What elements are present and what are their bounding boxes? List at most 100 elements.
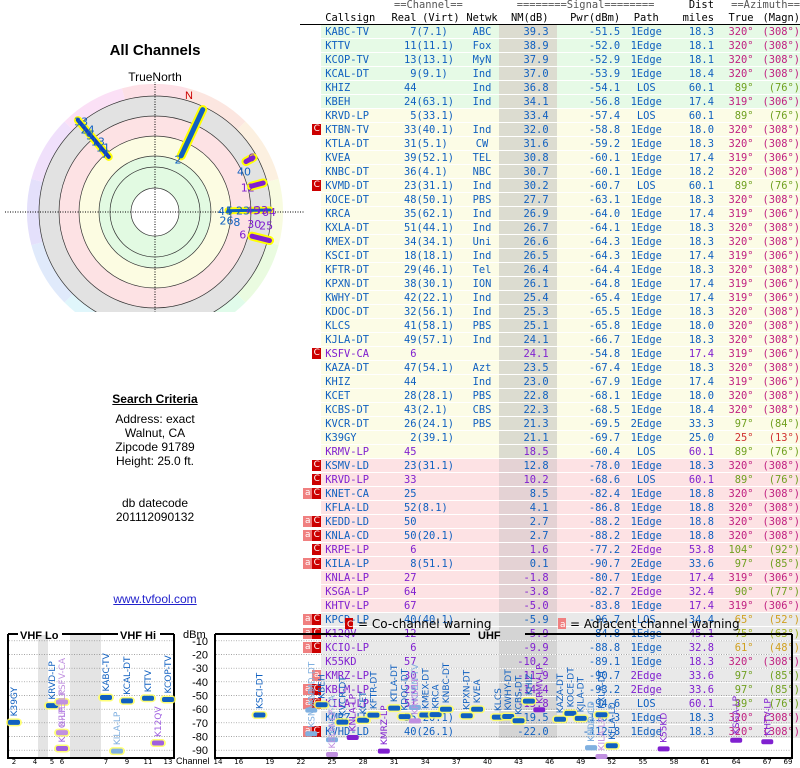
callsign[interactable]: KPXN-DT	[321, 276, 392, 291]
callsign[interactable]: KRPE-LP	[321, 542, 392, 557]
table-row[interactable]: KRCA 35 (62.1) Ind 26.9 -64.0 1Edge 17.4 319° (30…	[300, 206, 800, 221]
callsign[interactable]: KCIO-LP	[321, 640, 392, 655]
table-row[interactable]: KNLA-LP 27 -1.8 -80.7 1Edge 17.4 319° (306°)	[300, 570, 800, 585]
callsign[interactable]: KPCD-LP	[321, 612, 392, 627]
callsign[interactable]: KHTV-LP	[321, 598, 392, 613]
callsign[interactable]: KVEA	[321, 150, 392, 165]
callsign[interactable]: KWHY-DT	[321, 290, 392, 305]
table-row[interactable]: KCOP-TV 13 (13.1) MyN 37.9 -52.9 1Edge 18.1 320°…	[300, 52, 800, 67]
col-real[interactable]: Real	[391, 11, 417, 25]
table-row[interactable]: a C KNLA-CD 50 (20.1) 2.7 -88.2 1Edge 18.8 320° (3…	[300, 528, 800, 543]
table-row[interactable]: KHIZ 44 Ind 23.0 -67.9 1Edge 17.4 319° (306°)	[300, 374, 800, 389]
table-row[interactable]: KCBS-DT 43 (2.1) CBS 22.3 -68.5 1Edge 18.4 320°(…	[300, 402, 800, 417]
table-row[interactable]: KSCI-DT 18 (18.1) Ind 26.5 -64.3 1Edge 17.4 319°…	[300, 248, 800, 263]
callsign[interactable]: KVMD-DT	[321, 178, 392, 193]
table-row[interactable]: KOCE-DT 48 (50.1) PBS 27.7 -63.1 1Edge 18.3 320°…	[300, 192, 800, 207]
table-row[interactable]: KFTR-DT 29 (46.1) Tel 26.4 -64.4 1Edge 18.3 320°…	[300, 262, 800, 277]
callsign[interactable]: KOCE-DT	[321, 192, 392, 207]
callsign[interactable]: KJLA-DT	[321, 332, 392, 347]
table-row[interactable]: a C KILA-LP 8 (51.1) 0.1 -90.7 2Edge 33.6 97° (85°…	[300, 556, 800, 571]
callsign[interactable]: KEDD-LD	[321, 514, 392, 529]
callsign[interactable]: KDOC-DT	[321, 304, 392, 319]
table-row[interactable]: KLCS 41 (58.1) PBS 25.1 -65.8 1Edge 18.0 320° (30…	[300, 318, 800, 333]
table-row[interactable]: KBEH 24 (63.1) Ind 34.1 -56.8 1Edge 17.4 319° (30…	[300, 94, 800, 109]
callsign[interactable]: KCET	[321, 388, 392, 403]
callsign[interactable]: KSMV-LD	[321, 458, 392, 473]
col-true[interactable]: True	[713, 11, 754, 25]
table-row[interactable]: KHIZ 44 Ind 36.8 -54.1 LOS 60.1 89° (76°)	[300, 80, 800, 95]
table-row[interactable]: KSGA-LP 64 -3.8 -82.7 2Edge 32.4 90° (77°)	[300, 584, 800, 599]
table-row[interactable]: C KRPE-LP 6 1.6 -77.2 2Edge 53.8 104° (92°)	[300, 542, 800, 557]
table-row[interactable]: a C KVHD-LD 40 (26.1) -22.0 -112.8 1Edge 18.3 320…	[300, 724, 800, 739]
table-row[interactable]: KVEA 39 (52.1) TEL 30.8 -60.1 1Edge 17.4 319° (30…	[300, 150, 800, 165]
callsign[interactable]: KSFV-CA	[321, 346, 392, 361]
table-row[interactable]: a C KEDD-LD 50 2.7 -88.2 1Edge 18.8 320° (308°)	[300, 514, 800, 529]
table-row[interactable]: KTTV 11 (11.1) Fox 38.9 -52.0 1Edge 18.1 320° (30…	[300, 38, 800, 53]
table-row[interactable]: KCAL-DT 9 (9.1) Ind 37.0 -53.9 1Edge 18.4 320° (3…	[300, 66, 800, 81]
col-pwr[interactable]: Pwr(dBm)	[556, 11, 621, 25]
table-row[interactable]: KTLA-DT 31 (5.1) CW 31.6 -59.2 1Edge 18.3 320° (3…	[300, 136, 800, 151]
table-row[interactable]: a C KCIO-LP 6 -9.9 -88.8 1Edge 32.8 61° (48°)	[300, 640, 800, 655]
callsign[interactable]: KTBN-TV	[321, 122, 392, 137]
table-row[interactable]: KRVD-LP 5 (33.1) 33.4 -57.4 LOS 60.1 89° (76°)	[300, 108, 800, 123]
table-row[interactable]: KFLA-LD 52 (8.1) 4.1 -86.8 1Edge 18.8 320° (308°…	[300, 500, 800, 515]
col-virt[interactable]: (Virt)	[416, 11, 466, 25]
col-netwk[interactable]: Netwk	[465, 11, 499, 25]
callsign[interactable]: KCBS-DT	[321, 402, 392, 417]
callsign[interactable]: KNLA-LP	[321, 570, 392, 585]
table-row[interactable]: KJLA-DT 49 (57.1) Ind 24.1 -66.7 1Edge 18.3 320°…	[300, 332, 800, 347]
callsign[interactable]: KHIZ	[321, 80, 392, 95]
callsign[interactable]: KRVD-LP	[321, 108, 392, 123]
callsign[interactable]: K39GY	[321, 430, 392, 445]
table-row[interactable]: C KSMV-LD 23 (31.1) 12.8 -78.0 1Edge 18.3 320° (3…	[300, 458, 800, 473]
table-row[interactable]: KPXN-DT 38 (30.1) ION 26.1 -64.8 1Edge 17.4 319°…	[300, 276, 800, 291]
callsign[interactable]: KSCI-DT	[321, 248, 392, 263]
callsign[interactable]: KABC-TV	[321, 24, 392, 39]
callsign[interactable]: KTTV	[321, 38, 392, 53]
table-row[interactable]: KXLA-DT 51 (44.1) Ind 26.7 -64.1 1Edge 18.3 320°…	[300, 220, 800, 235]
callsign[interactable]: KBLM-LP	[321, 682, 392, 697]
callsign[interactable]: KCAL-DT	[321, 66, 392, 81]
table-row[interactable]: KHTV-LP 67 -5.0 -83.8 1Edge 17.4 319° (306°)	[300, 598, 800, 613]
table-row[interactable]: aCKPCD-LP40(40.1)-5.9-96.7LOS34.465°(52°…	[300, 612, 800, 627]
callsign[interactable]: KHIZ	[321, 374, 392, 389]
table-row[interactable]: KMEX-DT 34 (34.1) Uni 26.6 -64.3 1Edge 18.3 320°…	[300, 234, 800, 249]
callsign[interactable]: KNBC-DT	[321, 164, 392, 179]
callsign[interactable]: KMRZ-LP	[321, 668, 392, 683]
callsign[interactable]: KAZA-DT	[321, 360, 392, 375]
col-nm[interactable]: NM(dB)	[498, 11, 557, 25]
callsign[interactable]: KBEH	[321, 94, 392, 109]
table-row[interactable]: KDOC-DT 32 (56.1) Ind 25.3 -65.5 1Edge 18.3 320°…	[300, 304, 800, 319]
col-callsign[interactable]: Callsign	[321, 11, 392, 25]
callsign[interactable]: KSGA-LP	[321, 584, 392, 599]
table-row[interactable]: K39GY 2 (39.1) 21.1 -69.7 1Edge 25.0 25° (13°)	[300, 430, 800, 445]
table-row[interactable]: KAZA-DT 47 (54.1) Azt 23.5 -67.4 1Edge 18.3 320°…	[300, 360, 800, 375]
callsign[interactable]: K55KD	[321, 654, 392, 669]
callsign[interactable]: KRVD-LP	[321, 472, 392, 487]
callsign[interactable]: KVCR-DT	[321, 416, 392, 431]
callsign[interactable]: KTLA-DT	[321, 136, 392, 151]
callsign[interactable]: KCOP-TV	[321, 52, 392, 67]
table-row[interactable]: KNBC-DT 36 (4.1) NBC 30.7 -60.1 1Edge 18.2 320°(…	[300, 164, 800, 179]
callsign[interactable]: KILA-LP	[321, 556, 392, 571]
callsign[interactable]: KRCA	[321, 206, 392, 221]
table-row[interactable]: a KMRZ-LP 30 -11.9 -90.7 2Edge 33.6 97° (85°)	[300, 668, 800, 683]
col-miles[interactable]: miles	[672, 11, 714, 25]
table-row[interactable]: C KVMD-DT 23 (31.1) Ind 30.2 -60.7 LOS 60.1 89° (7…	[300, 178, 800, 193]
col-path[interactable]: Path	[620, 11, 673, 25]
callsign[interactable]: KRMV-LP	[321, 444, 392, 459]
callsign[interactable]: KFTR-DT	[321, 262, 392, 277]
callsign[interactable]: KFLA-LD	[321, 500, 392, 515]
callsign[interactable]: KILA-LP	[321, 696, 392, 711]
tvfool-link[interactable]: www.tvfool.com	[113, 592, 197, 606]
table-row[interactable]: KWHY-DT 42 (22.1) Ind 25.4 -65.4 1Edge 17.4 319°…	[300, 290, 800, 305]
table-row[interactable]: a C KNET-CA 25 8.5 -82.4 1Edge 18.8 320° (308°)	[300, 486, 800, 501]
table-row[interactable]: C KTBN-TV 33 (40.1) Ind 32.0 -58.8 1Edge 18.0 320…	[300, 122, 800, 137]
callsign[interactable]: KXLA-DT	[321, 220, 392, 235]
callsign[interactable]: KLCS	[321, 318, 392, 333]
table-row[interactable]: KABC-TV 7 (7.1) ABC 39.3 -51.5 1Edge 18.3 320° (3…	[300, 24, 800, 39]
callsign[interactable]: KNET-CA	[321, 486, 392, 501]
table-row[interactable]: KCET 28 (28.1) PBS 22.8 -68.1 1Edge 18.0 320° (30…	[300, 388, 800, 403]
table-row[interactable]: C KRVD-LP 33 10.2 -68.6 LOS 60.1 89° (76°)	[300, 472, 800, 487]
callsign[interactable]: KNLA-CD	[321, 528, 392, 543]
